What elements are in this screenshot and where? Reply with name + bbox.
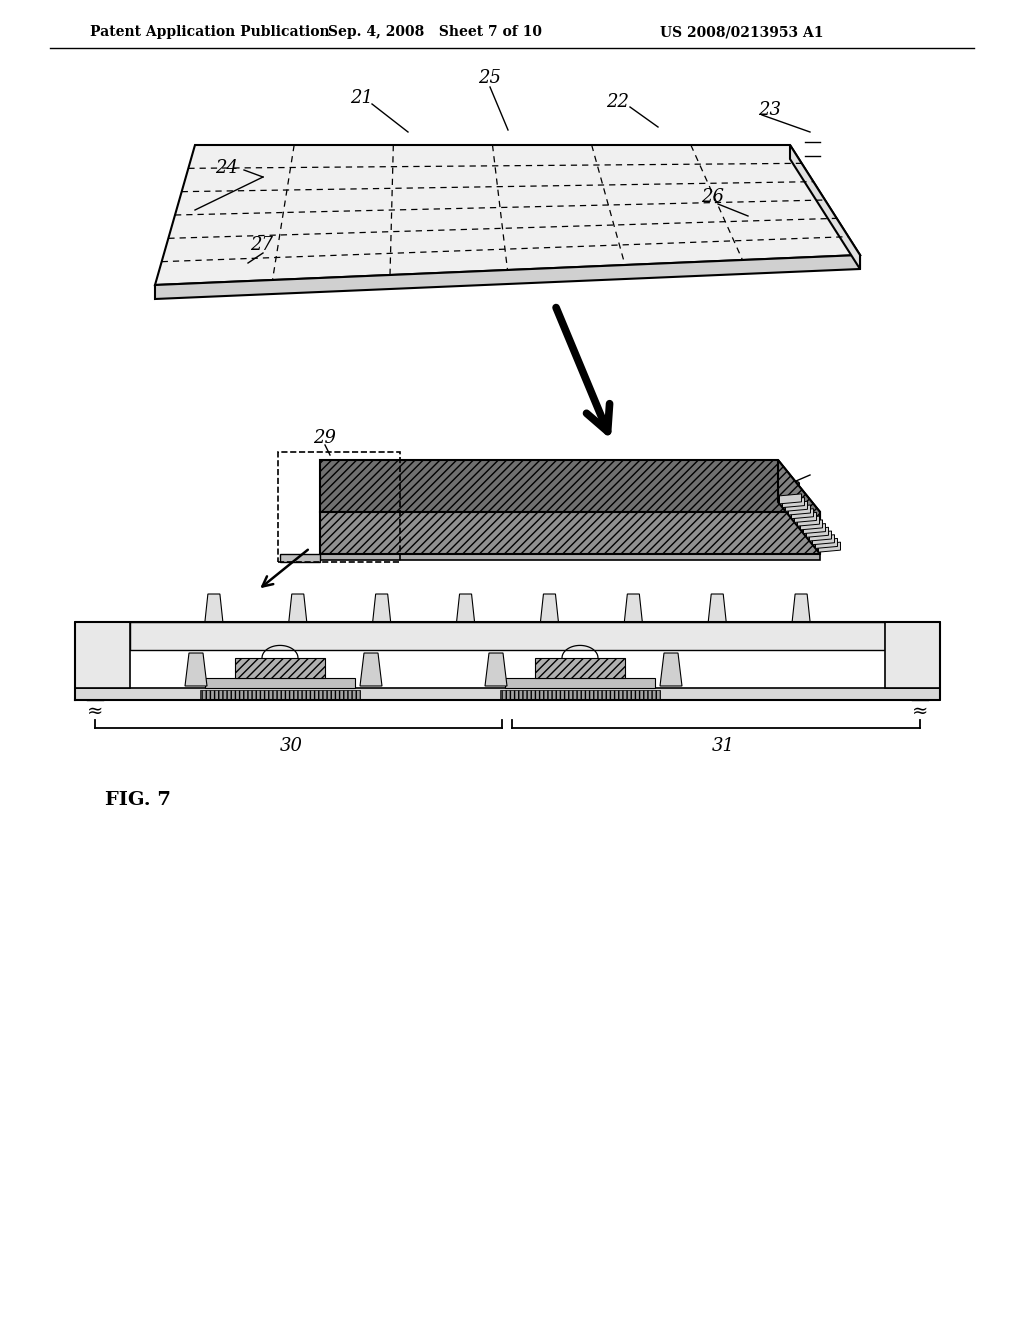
Polygon shape (234, 657, 325, 678)
Text: 28: 28 (778, 480, 802, 499)
Polygon shape (810, 531, 831, 541)
Polygon shape (500, 690, 660, 700)
Text: 25: 25 (478, 69, 502, 87)
Polygon shape (457, 594, 474, 622)
Polygon shape (185, 653, 207, 686)
Polygon shape (790, 145, 860, 269)
Polygon shape (785, 502, 808, 511)
Polygon shape (205, 594, 223, 622)
Polygon shape (373, 594, 391, 622)
Polygon shape (360, 653, 382, 686)
Polygon shape (541, 594, 558, 622)
Polygon shape (815, 539, 838, 548)
Text: 27: 27 (251, 236, 273, 253)
Text: Patent Application Publication: Patent Application Publication (90, 25, 330, 40)
Polygon shape (792, 508, 813, 519)
Text: 30: 30 (280, 737, 302, 755)
Polygon shape (289, 594, 307, 622)
Polygon shape (795, 512, 816, 523)
Text: Sep. 4, 2008   Sheet 7 of 10: Sep. 4, 2008 Sheet 7 of 10 (328, 25, 542, 40)
Polygon shape (319, 459, 820, 512)
Polygon shape (782, 498, 805, 508)
Polygon shape (709, 594, 726, 622)
Polygon shape (155, 255, 860, 300)
Polygon shape (280, 554, 319, 562)
Text: ≈: ≈ (87, 704, 103, 721)
Polygon shape (818, 543, 841, 552)
Polygon shape (804, 524, 825, 533)
Polygon shape (130, 622, 885, 649)
Polygon shape (205, 678, 355, 688)
Text: 26: 26 (701, 187, 725, 206)
Text: US 2008/0213953 A1: US 2008/0213953 A1 (660, 25, 823, 40)
Polygon shape (801, 520, 822, 529)
Text: 22: 22 (606, 92, 630, 111)
Text: FIG. 7: FIG. 7 (105, 791, 171, 809)
Text: 23: 23 (759, 102, 781, 119)
Text: 21: 21 (350, 88, 374, 107)
Polygon shape (660, 653, 682, 686)
Text: 31: 31 (712, 737, 734, 755)
Bar (278, 451, 400, 562)
Polygon shape (200, 690, 360, 700)
Text: ≈: ≈ (911, 704, 928, 721)
Polygon shape (778, 459, 820, 554)
Polygon shape (485, 653, 507, 686)
Polygon shape (793, 594, 810, 622)
Polygon shape (625, 594, 642, 622)
Polygon shape (505, 678, 655, 688)
Polygon shape (319, 554, 820, 560)
Polygon shape (535, 657, 625, 678)
Polygon shape (812, 535, 835, 545)
Polygon shape (807, 527, 828, 537)
Polygon shape (75, 688, 940, 700)
Polygon shape (788, 506, 811, 515)
Polygon shape (155, 145, 860, 285)
Polygon shape (885, 622, 940, 688)
Text: 24: 24 (215, 158, 239, 177)
Polygon shape (319, 512, 820, 554)
Text: 29: 29 (313, 429, 337, 447)
Polygon shape (75, 622, 130, 688)
Polygon shape (779, 494, 802, 504)
Polygon shape (798, 516, 819, 527)
